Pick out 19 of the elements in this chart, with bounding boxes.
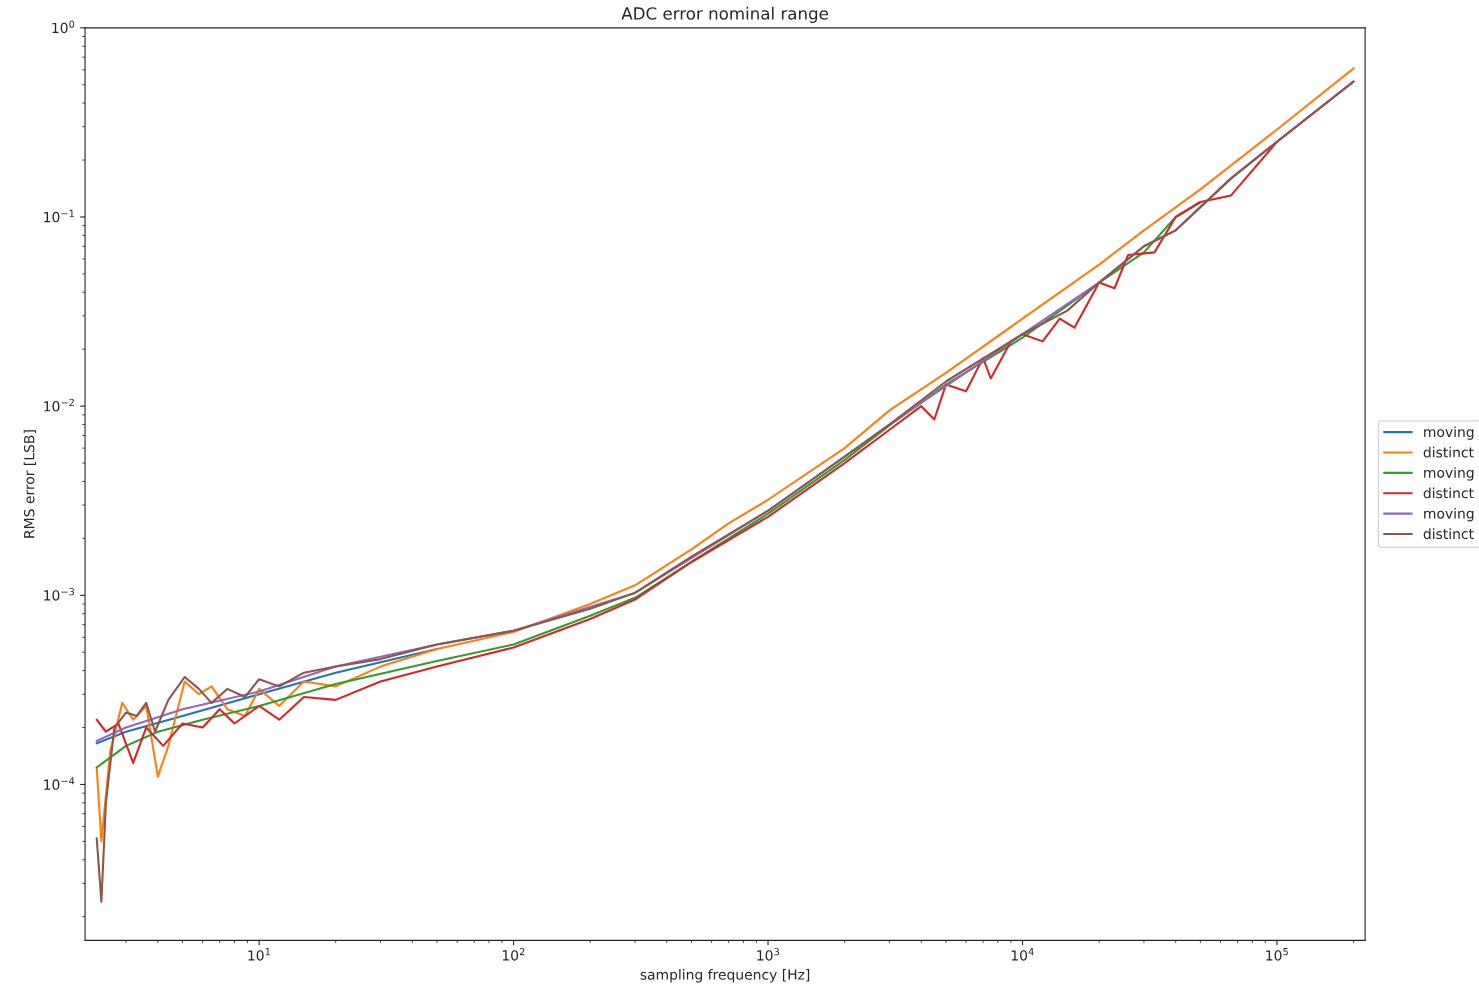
legend-label: distinct	[1423, 487, 1474, 499]
legend-label: moving	[1424, 426, 1474, 440]
legend-label: moving	[1424, 507, 1474, 522]
x-tick-label: 10$^{4}$	[1011, 948, 1034, 961]
legend-label: distinct	[1423, 446, 1474, 458]
y-tick-label: 10$^{−4}$	[44, 777, 75, 790]
x-tick-label: 10$^{1}$	[248, 948, 270, 961]
x-tick-label: 10$^{5}$	[1266, 948, 1288, 961]
y-tick-label: 10$^{−3}$	[44, 587, 75, 601]
x-tick-label: 10$^{2}$	[502, 947, 525, 961]
x-tick-label: 10$^{3}$	[757, 947, 780, 961]
x-axis-title: sampling frequency [Hz]	[640, 969, 810, 983]
legend-label: distinct	[1423, 528, 1474, 540]
y-tick-label: 10$^{0}$	[52, 20, 75, 34]
y-axis-title: RMS error [LSB]	[23, 430, 37, 538]
y-tick-label: 10$^{−2}$	[44, 398, 74, 412]
y-tick-label: 10$^{−1}$	[44, 209, 74, 223]
chart-title: ADC error nominal range	[621, 6, 828, 23]
legend-label: moving	[1424, 467, 1474, 481]
